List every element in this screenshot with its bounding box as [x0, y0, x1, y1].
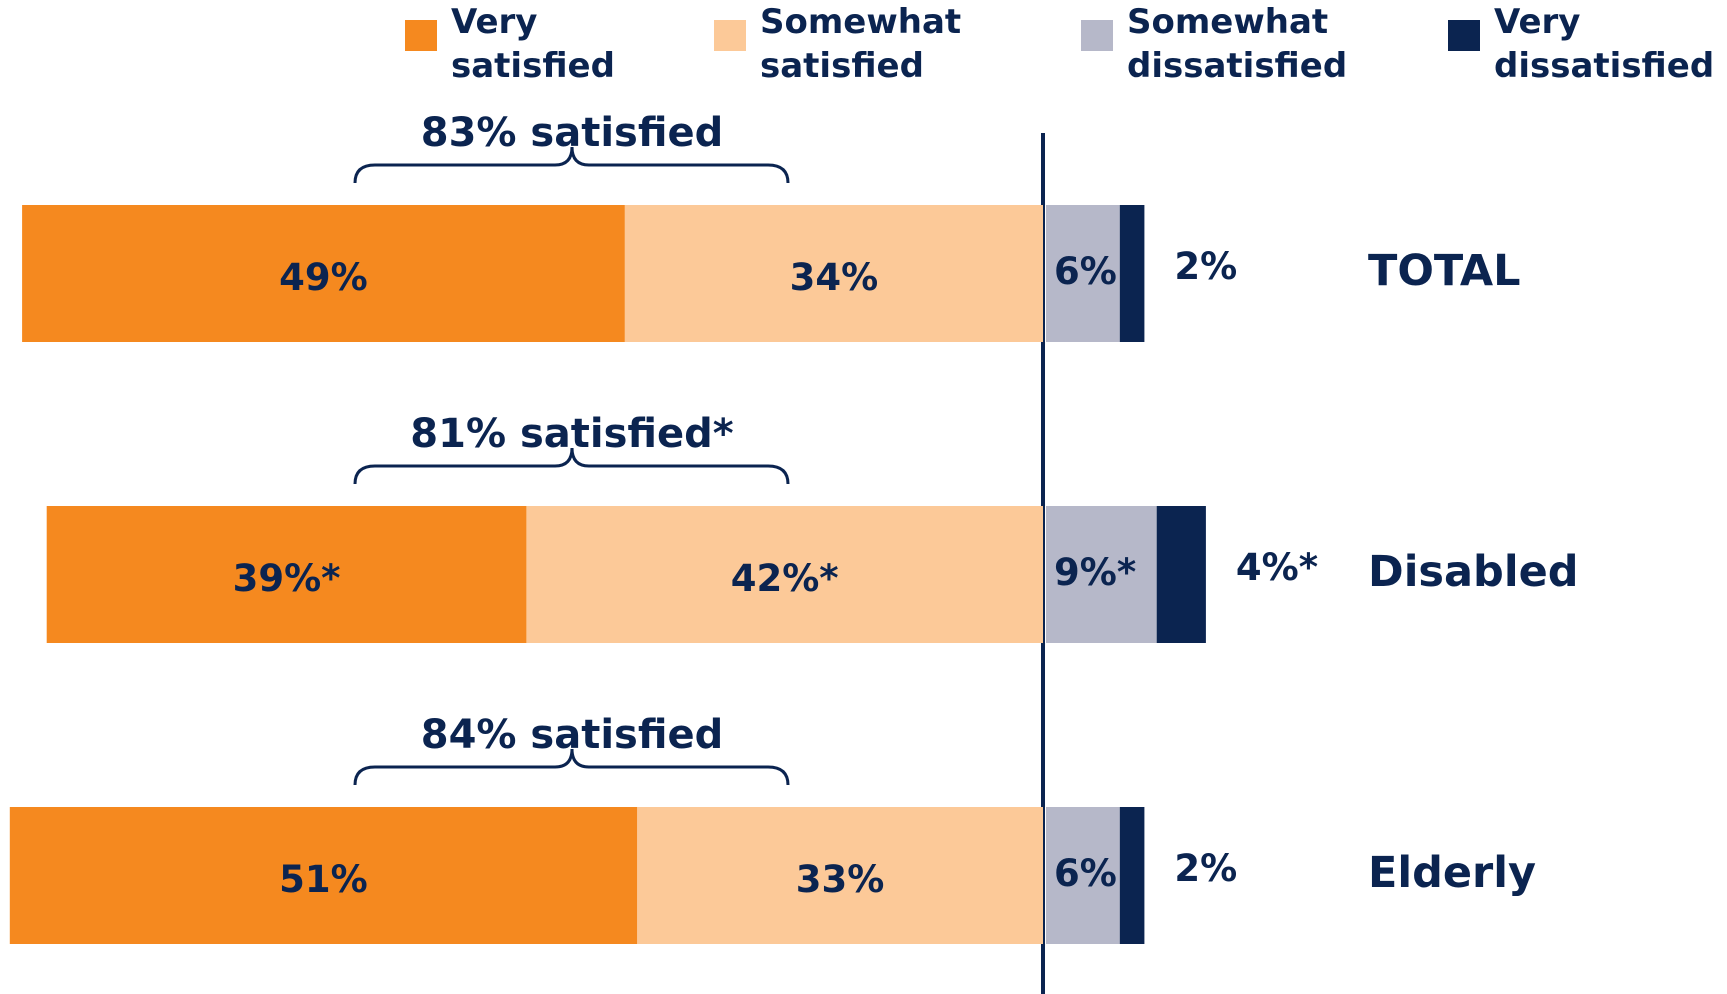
legend-swatch [1448, 20, 1480, 51]
value-label: 6% [1054, 852, 1117, 895]
legend-label: Somewhat satisfied [760, 2, 962, 86]
legend-label: Very dissatisfied [1494, 2, 1715, 86]
bar-segment [1119, 205, 1145, 342]
bar-segment [1119, 807, 1145, 944]
brace [353, 748, 790, 786]
legend-swatch [1081, 20, 1113, 51]
category-label: Disabled [1368, 547, 1579, 597]
value-label: 2% [1174, 245, 1237, 288]
bar-segment [1046, 205, 1120, 342]
value-label: 42%* [731, 557, 839, 600]
bar-segment [1046, 807, 1120, 944]
value-label: 6% [1054, 250, 1117, 293]
bar-segment [624, 205, 1043, 342]
value-label: 34% [790, 256, 879, 299]
value-label: 9%* [1054, 551, 1136, 594]
bar-segment [526, 506, 1043, 643]
legend-label: Somewhat dissatisfied [1127, 2, 1348, 86]
value-label: 49% [279, 256, 368, 299]
bar-segment [46, 506, 527, 643]
bar-segment [22, 205, 625, 342]
category-label: Elderly [1368, 848, 1536, 898]
value-label: 51% [279, 858, 368, 901]
bar-segment [1046, 506, 1157, 643]
value-label: 33% [796, 858, 885, 901]
legend-swatch [405, 20, 437, 51]
bar-segment [9, 807, 638, 944]
legend-swatch [714, 20, 746, 51]
bar-segment [637, 807, 1043, 944]
value-label: 2% [1174, 847, 1237, 890]
category-label: TOTAL [1368, 246, 1521, 296]
brace [353, 447, 790, 485]
value-label: 39%* [233, 557, 341, 600]
value-label: 4%* [1236, 546, 1318, 589]
bar-segment [1156, 506, 1206, 643]
brace [353, 146, 790, 184]
legend-label: Very satisfied [451, 2, 615, 86]
